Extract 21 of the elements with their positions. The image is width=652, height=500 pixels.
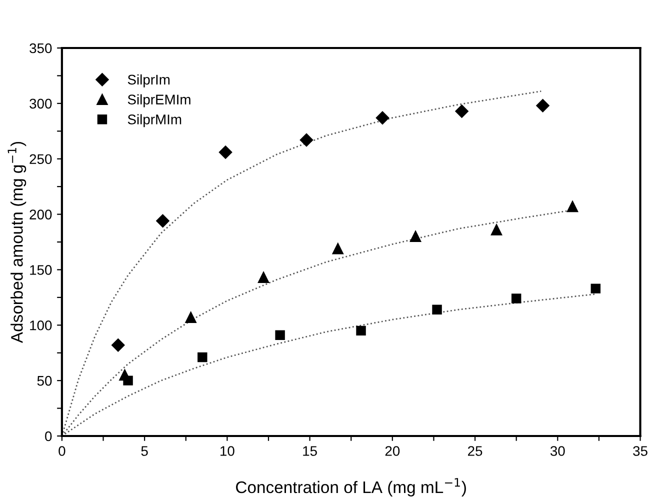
legend-label: SilprEMIm	[128, 94, 190, 108]
x-tick-label: 5	[141, 446, 148, 456]
y-tick-label: 50	[37, 376, 52, 386]
x-tick-label: 0	[58, 446, 66, 456]
y-tick-label: 300	[30, 98, 52, 109]
y-axis-title: Adsorbed amoutn (mg g$^{−1}$)	[8, 142, 26, 344]
x-tick-label: 10	[220, 446, 234, 456]
y-tick-label: 100	[30, 320, 52, 330]
y-tick-label: 0	[45, 431, 52, 442]
x-tick-label: 35	[633, 446, 648, 456]
x-tick-label: 30	[550, 446, 565, 456]
x-tick-label: 20	[385, 446, 400, 456]
y-tick-label: 200	[30, 210, 52, 220]
x-axis-title: Concentration of LA (mg mL$^{−1}$)	[236, 478, 466, 496]
legend-label: SilprMIm	[128, 114, 182, 128]
x-tick-label: 25	[468, 446, 482, 456]
legend-label: SilprIm	[128, 74, 170, 88]
x-tick-label: 15	[303, 446, 317, 456]
y-tick-label: 150	[30, 265, 52, 275]
y-tick-label: 250	[30, 154, 52, 164]
y-tick-label: 350	[30, 43, 52, 54]
